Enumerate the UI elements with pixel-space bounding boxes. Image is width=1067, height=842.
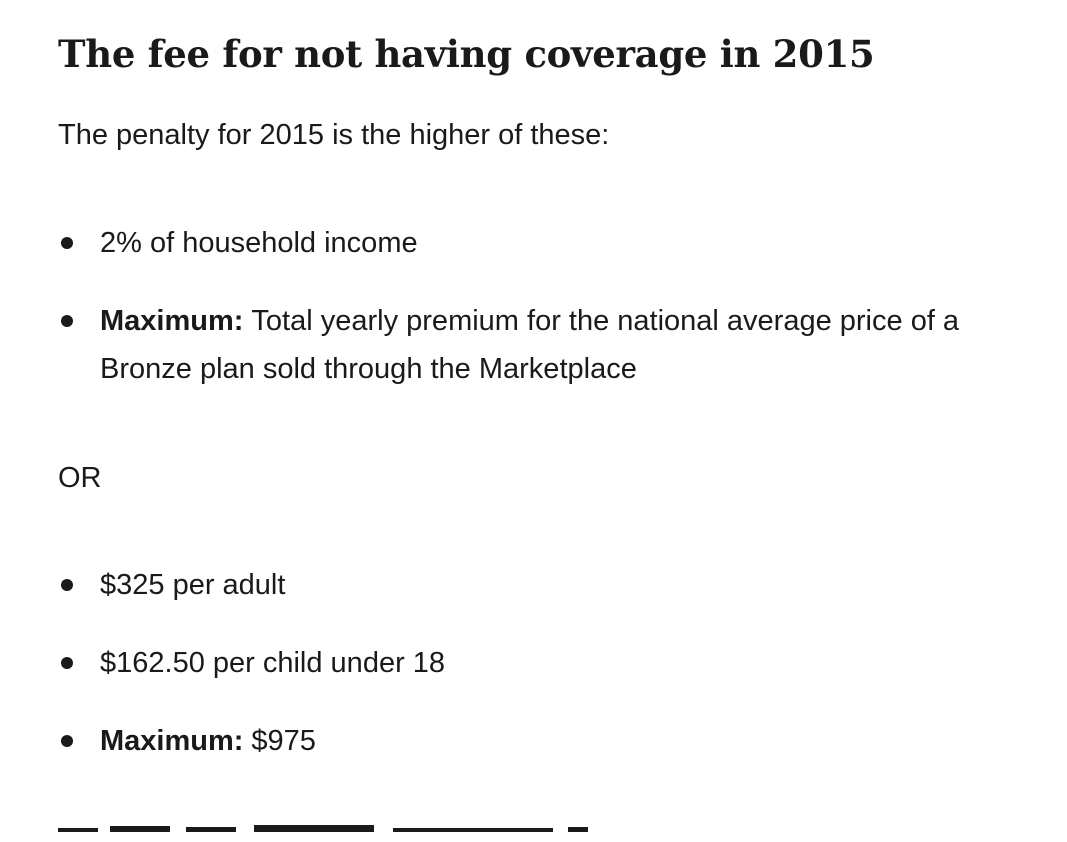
heading: The fee for not having coverage in 2015 (58, 32, 875, 76)
list-item: Maximum: Total yearly premium for the nat… (58, 297, 978, 393)
item-text: $325 per adult (100, 569, 286, 601)
list-item: $162.50 per child under 18 (58, 639, 978, 687)
item-text: $975 (251, 725, 316, 757)
list-item: 2% of household income (58, 219, 978, 267)
item-text: $162.50 per child under 18 (100, 647, 446, 679)
bullet-list: 2% of household income Maximum: Total yea… (58, 219, 978, 393)
item-label: Maximum: (100, 725, 244, 757)
list-item: $325 per adult (58, 561, 978, 609)
separator: OR (58, 462, 102, 494)
item-label: Maximum: (100, 305, 244, 337)
intro: The penalty for 2015 is the higher of th… (58, 119, 610, 151)
item-text: 2% of household income (100, 227, 418, 259)
bullet-list: $325 per adult $162.50 per child under 1… (58, 561, 978, 765)
list-item: Maximum: $975 (58, 717, 978, 765)
cut-off-heading (58, 825, 588, 832)
item-text: Total yearly premium for the national av… (100, 305, 960, 385)
